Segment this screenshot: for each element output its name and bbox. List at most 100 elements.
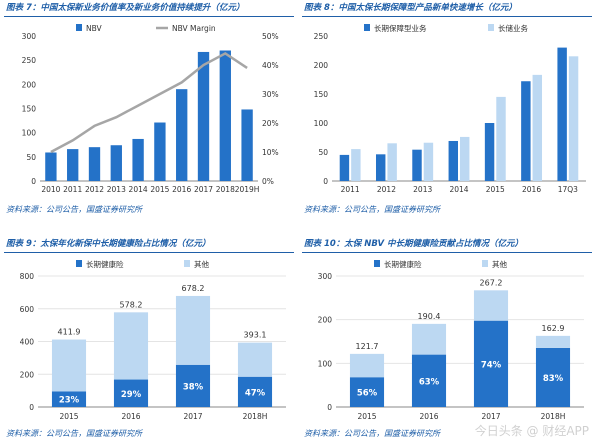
protection-new-business-chart: 0 50 100 150 200 250 2011 2012 2013 2014 2015 2016 1… [314, 23, 586, 194]
x-tick-label: 2013 [107, 185, 126, 194]
y-tick-label: 400 [20, 338, 35, 347]
x-tick-label: 2015 [486, 185, 505, 194]
bar-segment [237, 376, 273, 407]
x-tick-label: 2018H [243, 412, 268, 421]
legend-swatch [374, 260, 380, 267]
total-label: 578.2 [120, 300, 143, 309]
legend-label: NBV [86, 24, 103, 33]
panel-header: 图表 7：中国太保新业务价值率及新业务价值持续提升（亿元） [4, 0, 294, 17]
bar [423, 142, 434, 181]
x-tick-label: 2015 [357, 412, 376, 421]
legend-swatch [364, 24, 370, 31]
x-tick-label: 2013 [413, 185, 432, 194]
x-tick-label: 2017 [183, 412, 202, 421]
share-label: 83% [543, 374, 564, 384]
x-tick-label: 2017 [194, 185, 213, 194]
bar [387, 143, 397, 181]
bar [412, 149, 422, 181]
legend-label: 长期保障型业务 [374, 23, 427, 33]
y2-tick-label: 20% [262, 119, 279, 128]
bar [448, 140, 458, 181]
bar [176, 89, 188, 181]
health-share-new-premium-chart: 0 200 400 600 800 411.9 23% 2015 578.2 29% 2016 678… [20, 259, 286, 421]
bar [351, 149, 361, 181]
y-tick-label: 0 [29, 403, 34, 412]
chart-source: 资料来源：公司公告，国盛证券研究所 [6, 429, 142, 438]
bar [496, 96, 506, 181]
y-tick-label: 50 [318, 148, 328, 157]
bar-segment [349, 377, 385, 407]
y-tick-label: 100 [22, 129, 37, 138]
y-tick-label: 250 [22, 56, 37, 65]
x-tick-label: 2012 [85, 185, 104, 194]
total-label: 190.4 [418, 312, 441, 321]
panel-fig7: 图表 7：中国太保新业务价值率及新业务价值持续提升（亿元） 0 50 100 150 2… [4, 0, 294, 218]
bar [339, 154, 350, 181]
bar [375, 154, 386, 181]
share-label: 38% [183, 382, 204, 392]
y2-tick-label: 30% [262, 90, 279, 99]
share-label: 56% [357, 389, 378, 399]
bar-segment [175, 295, 211, 365]
bar-segment [237, 342, 273, 377]
total-label: 678.2 [182, 284, 205, 293]
panel-fig8: 图表 8：中国太保长期保障型产品新单快速增长（亿元） 0 50 100 150 200 2… [302, 0, 592, 218]
y-tick-label: 50 [26, 153, 36, 162]
y-tick-label: 0 [323, 177, 328, 186]
y2-tick-label: 0% [262, 177, 274, 186]
bar [154, 122, 166, 181]
legend-swatch [76, 24, 82, 31]
bar-segment [473, 320, 509, 407]
bar [460, 136, 470, 181]
y2-tick-label: 50% [262, 32, 279, 41]
x-tick-label: 2010 [41, 185, 60, 194]
x-tick-label: 2016 [172, 185, 191, 194]
bar [241, 109, 253, 181]
bar [521, 81, 531, 181]
y-tick-label: 200 [318, 316, 333, 325]
y-tick-label: 100 [314, 119, 329, 128]
panel-fig10: 图表 10：太保 NBV 中长期健康险贡献占比情况（亿元） 0 100 200 300… [302, 236, 592, 443]
x-tick-label: 2015 [150, 185, 169, 194]
y-tick-label: 600 [20, 305, 35, 314]
legend-label: NBV Margin [172, 24, 216, 33]
total-label: 121.7 [356, 342, 379, 351]
share-label: 29% [121, 390, 142, 400]
bar-segment [535, 335, 571, 348]
bar [132, 138, 144, 181]
watermark: 今日头条 @ 财经APP [474, 424, 589, 438]
bar-segment [113, 379, 149, 407]
legend-label: 长期健康险 [86, 259, 124, 269]
x-tick-label: 2012 [377, 185, 396, 194]
bar [88, 147, 101, 181]
health-share-nbv-chart: 0 100 200 300 121.7 56% 2015 190.4 63% 2016 267.2 7… [318, 259, 584, 421]
legend-swatch [488, 24, 494, 31]
share-label: 23% [59, 396, 80, 406]
chart-source: 资料来源：公司公告，国盛证券研究所 [6, 205, 142, 214]
bar-segment [349, 353, 385, 378]
share-label: 74% [481, 360, 502, 370]
y-tick-label: 800 [20, 272, 35, 281]
legend-label: 长期健康险 [384, 259, 422, 269]
chart-source: 资料来源：公司公告，国盛证券研究所 [304, 205, 440, 214]
bar-segment [411, 323, 447, 355]
x-tick-label: 17Q3 [558, 185, 578, 194]
bar-segment [113, 312, 149, 380]
x-tick-label: 2011 [63, 185, 82, 194]
y-tick-label: 300 [318, 272, 333, 281]
x-tick-label: 2019H [235, 185, 260, 194]
x-tick-label: 2018H [541, 412, 566, 421]
total-label: 162.9 [542, 324, 565, 333]
x-tick-label: 2017 [481, 412, 500, 421]
bar [67, 149, 79, 181]
bar-segment [411, 354, 447, 407]
bar-segment [535, 347, 571, 407]
x-tick-label: 2015 [59, 412, 78, 421]
chart-source: 资料来源：公司公告，国盛证券研究所 [304, 429, 440, 438]
bar-segment [51, 339, 87, 392]
y-tick-label: 0 [31, 177, 36, 186]
x-tick-label: 2016 [419, 412, 438, 421]
y-tick-label: 150 [22, 105, 37, 114]
chart-title: 图表 7：中国太保新业务价值率及新业务价值持续提升（亿元） [6, 3, 245, 13]
y-tick-label: 150 [314, 90, 329, 99]
